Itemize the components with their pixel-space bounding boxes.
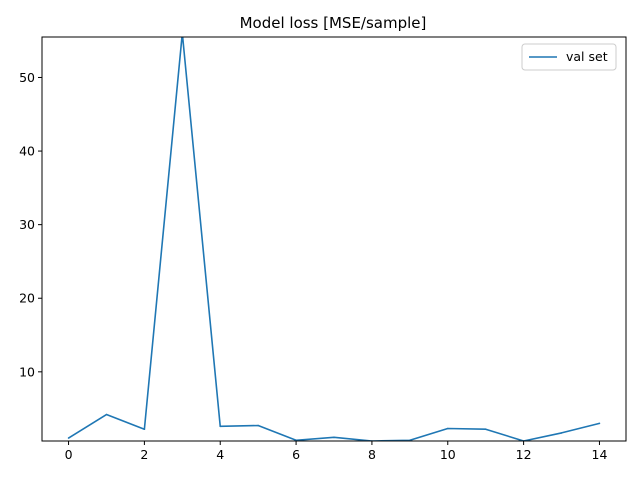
data-point [484,428,487,431]
data-point [257,424,259,427]
legend-box [521,43,617,71]
x-tick-label: 10 [440,447,456,462]
x-axis: 0 2 4 6 8 10 12 14 [65,441,608,462]
legend-label: val set [566,49,608,64]
y-tick-label: 30 [19,217,35,232]
x-tick-label: 6 [292,447,300,462]
x-tick-label: 14 [592,447,608,462]
x-tick-label: 8 [368,447,376,462]
y-tick-label: 10 [19,364,35,379]
data-point [105,413,108,416]
data-point [143,428,146,431]
series-line-0 [68,37,600,441]
data-point [598,422,601,425]
data-point [219,425,222,428]
data-point [446,427,449,430]
x-tick-label: 0 [65,447,73,462]
data-point [67,437,70,439]
data-point [182,33,184,35]
y-tick-label: 50 [19,70,35,85]
y-tick-label: 40 [19,144,35,159]
plot-area [67,33,601,441]
data-point [560,432,563,434]
legend: val set [521,43,617,71]
y-tick-label: 20 [19,291,35,306]
chart-title: Model loss [MSE/sample] [240,14,427,32]
axes-frame [41,36,627,442]
x-tick-label: 4 [216,447,224,462]
x-tick-label: 2 [140,447,148,462]
y-axis: 10 20 30 40 50 [19,70,42,379]
data-point [333,436,335,439]
x-tick-label: 12 [516,447,532,462]
